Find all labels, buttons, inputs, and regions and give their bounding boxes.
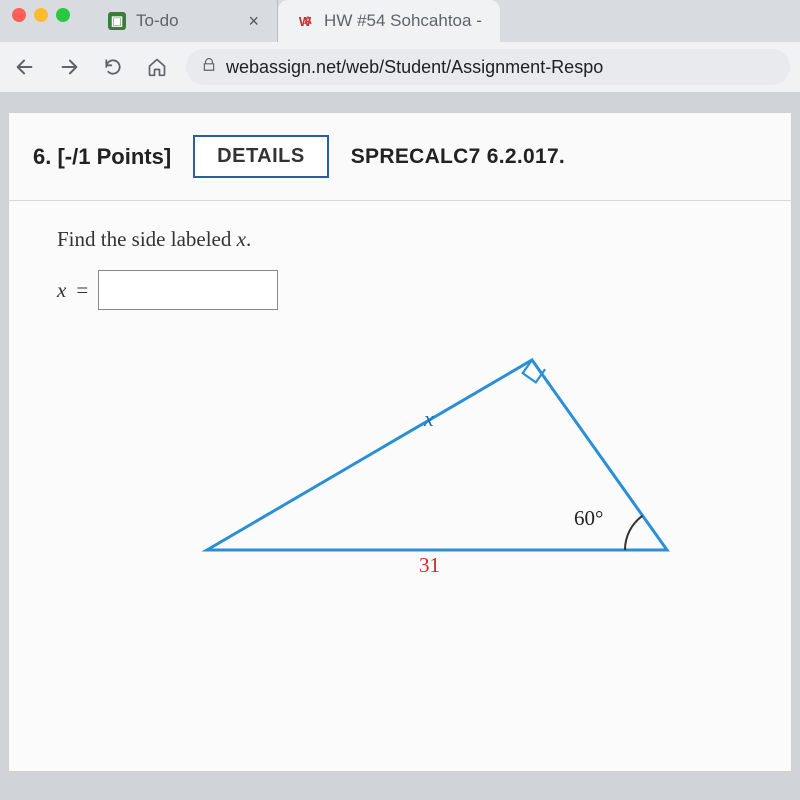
tab-todo[interactable]: ▣ To-do × — [90, 0, 278, 42]
close-window-dot[interactable] — [12, 8, 26, 22]
webassign-favicon: WA — [296, 12, 314, 30]
url-bar[interactable]: webassign.net/web/Student/Assignment-Res… — [186, 49, 790, 85]
back-arrow-icon — [14, 56, 36, 78]
question-prompt: Find the side labeled x. — [57, 227, 743, 252]
back-button[interactable] — [10, 52, 40, 82]
reload-icon — [103, 57, 123, 77]
reload-button[interactable] — [98, 52, 128, 82]
maximize-window-dot[interactable] — [56, 8, 70, 22]
close-tab-icon[interactable]: × — [249, 11, 260, 32]
lock-icon — [202, 58, 216, 76]
answer-row: x = — [57, 270, 743, 310]
side-label-31: 31 — [419, 553, 440, 578]
minimize-window-dot[interactable] — [34, 8, 48, 22]
todo-favicon: ▣ — [108, 12, 126, 30]
forward-button[interactable] — [54, 52, 84, 82]
side-label-x: x — [424, 406, 434, 432]
forward-arrow-icon — [58, 56, 80, 78]
question-reference: SPRECALC7 6.2.017. — [351, 145, 565, 169]
question-header: 6. [-/1 Points] DETAILS SPRECALC7 6.2.01… — [9, 113, 791, 201]
home-button[interactable] — [142, 52, 172, 82]
tab-label: HW #54 Sohcahtoa - — [324, 11, 482, 31]
question-number-points: 6. [-/1 Points] — [33, 144, 171, 170]
triangle-figure: x 31 60° — [187, 340, 687, 600]
answer-var-label: x — [57, 278, 66, 303]
details-button[interactable]: DETAILS — [193, 135, 329, 178]
home-icon — [147, 57, 167, 77]
angle-label-60: 60° — [574, 506, 603, 531]
answer-input[interactable] — [98, 270, 278, 310]
tab-webassign[interactable]: WA HW #54 Sohcahtoa - — [278, 0, 500, 42]
equals-sign: = — [76, 278, 88, 303]
browser-tab-bar: ▣ To-do × WA HW #54 Sohcahtoa - — [0, 0, 800, 42]
question-body: Find the side labeled x. x = x 31 60° — [9, 201, 791, 626]
page-content: 6. [-/1 Points] DETAILS SPRECALC7 6.2.01… — [8, 112, 792, 772]
url-text: webassign.net/web/Student/Assignment-Res… — [226, 57, 603, 78]
browser-nav-bar: webassign.net/web/Student/Assignment-Res… — [0, 42, 800, 92]
tab-label: To-do — [136, 11, 179, 31]
